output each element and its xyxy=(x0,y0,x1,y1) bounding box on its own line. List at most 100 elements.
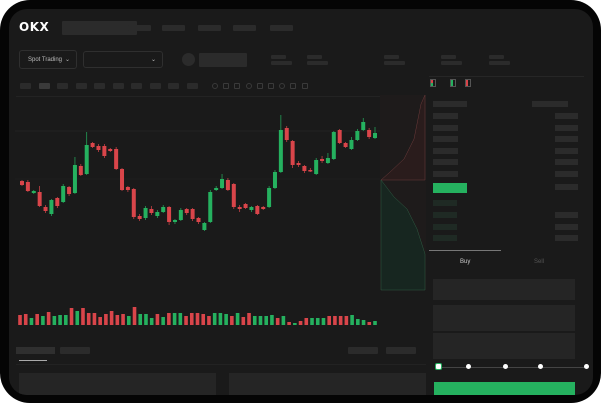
timeframe-button[interactable] xyxy=(94,83,105,89)
timeframe-button[interactable] xyxy=(112,83,124,89)
volume-bar xyxy=(132,307,137,325)
tab-open-orders[interactable] xyxy=(16,347,55,354)
volume-bar xyxy=(138,314,143,325)
volume-bar xyxy=(310,318,314,325)
bid-row xyxy=(433,200,457,206)
volume-bar xyxy=(327,316,331,325)
orderbook-asks-icon[interactable] xyxy=(465,79,471,87)
ruler-icon[interactable] xyxy=(268,83,274,89)
volume-bar xyxy=(167,313,171,325)
draw-icon[interactable] xyxy=(234,83,241,89)
volume-bar xyxy=(264,316,269,325)
tab-buy[interactable]: Buy xyxy=(460,259,471,265)
volume-bar xyxy=(109,311,114,325)
app-screen: OKX Spot Trading ⌄ ⌄ Buy Sell xyxy=(9,9,593,395)
volume-bar xyxy=(293,323,297,325)
volume-bar xyxy=(247,313,251,325)
candle xyxy=(308,170,313,172)
candle xyxy=(172,220,177,222)
candle xyxy=(284,128,289,140)
volume-bar xyxy=(195,313,200,325)
filter-button[interactable] xyxy=(348,347,378,354)
candle xyxy=(261,207,266,209)
okx-logo[interactable]: OKX xyxy=(19,20,50,34)
volume-bar xyxy=(155,314,160,325)
bid-row xyxy=(555,211,578,218)
price-placeholder xyxy=(199,53,247,67)
volume-bar xyxy=(333,316,337,325)
candle xyxy=(302,166,307,171)
pair-select[interactable]: ⌄ xyxy=(83,51,163,68)
nav-item[interactable] xyxy=(128,25,151,31)
candle xyxy=(278,130,283,172)
nav-item[interactable] xyxy=(270,25,293,31)
candle xyxy=(61,186,66,202)
candle xyxy=(143,208,148,218)
ask-row xyxy=(433,159,458,166)
candle xyxy=(178,210,183,220)
candle xyxy=(220,179,225,188)
camera-icon[interactable] xyxy=(279,83,286,89)
chevron-down-icon[interactable] xyxy=(223,83,230,89)
buy-button[interactable] xyxy=(434,382,575,395)
filter-button[interactable] xyxy=(386,347,416,354)
nav-item[interactable] xyxy=(198,25,221,31)
candle xyxy=(102,146,107,156)
line-icon[interactable] xyxy=(256,83,263,89)
volume-bar xyxy=(275,318,280,325)
candle xyxy=(208,192,213,222)
candle xyxy=(131,189,136,217)
orderbook-bids-icon[interactable] xyxy=(450,79,456,87)
indicator-icon[interactable] xyxy=(212,83,218,89)
search-bar[interactable] xyxy=(62,21,137,35)
ask-row xyxy=(433,147,458,154)
candle xyxy=(202,223,207,230)
volume-bar xyxy=(298,321,303,325)
settings-icon[interactable] xyxy=(290,83,297,89)
candle xyxy=(320,159,325,161)
timeframe-button[interactable] xyxy=(149,83,161,89)
ask-row xyxy=(433,124,458,131)
volume-bar xyxy=(35,314,39,325)
timeframe-button[interactable] xyxy=(20,83,31,89)
amount-input[interactable] xyxy=(433,305,575,331)
candle xyxy=(231,184,236,207)
nav-item[interactable] xyxy=(233,25,256,31)
timeframe-button[interactable] xyxy=(75,83,87,89)
chevron-down-icon[interactable] xyxy=(245,83,252,89)
volume-bar xyxy=(126,316,131,325)
orderbook-both-icon[interactable] xyxy=(430,79,436,87)
timeframe-button[interactable] xyxy=(168,83,179,89)
volume-bar xyxy=(321,318,326,325)
volume-bar xyxy=(92,313,97,325)
total-input[interactable] xyxy=(433,333,575,359)
timeframe-button[interactable] xyxy=(57,83,68,89)
amount-slider[interactable] xyxy=(440,367,587,368)
volume-bar xyxy=(189,313,194,325)
timeframe-button[interactable] xyxy=(131,83,142,89)
orders-panel xyxy=(229,373,426,395)
ask-row xyxy=(555,147,578,154)
volume-bar xyxy=(104,314,108,325)
spread xyxy=(555,184,578,190)
slider-handle[interactable] xyxy=(435,363,442,370)
tab-order-history[interactable] xyxy=(60,347,90,354)
volume-bar xyxy=(338,316,343,325)
volume-bar xyxy=(224,314,228,325)
candle xyxy=(67,187,72,194)
volume-bar xyxy=(18,315,22,325)
price-input[interactable] xyxy=(433,279,575,300)
fullscreen-icon[interactable] xyxy=(301,83,308,89)
bid-row xyxy=(433,223,457,230)
candle xyxy=(367,130,372,137)
candle xyxy=(20,181,24,185)
nav-item[interactable] xyxy=(162,25,185,31)
candle xyxy=(267,188,272,207)
timeframe-button[interactable] xyxy=(38,83,50,89)
tab-sell[interactable]: Sell xyxy=(534,259,545,265)
timeframe-button[interactable] xyxy=(186,83,198,89)
candle xyxy=(255,206,260,214)
market-type-select[interactable]: Spot Trading ⌄ xyxy=(19,50,77,69)
bid-row xyxy=(555,235,578,242)
volume-bar xyxy=(270,315,274,325)
